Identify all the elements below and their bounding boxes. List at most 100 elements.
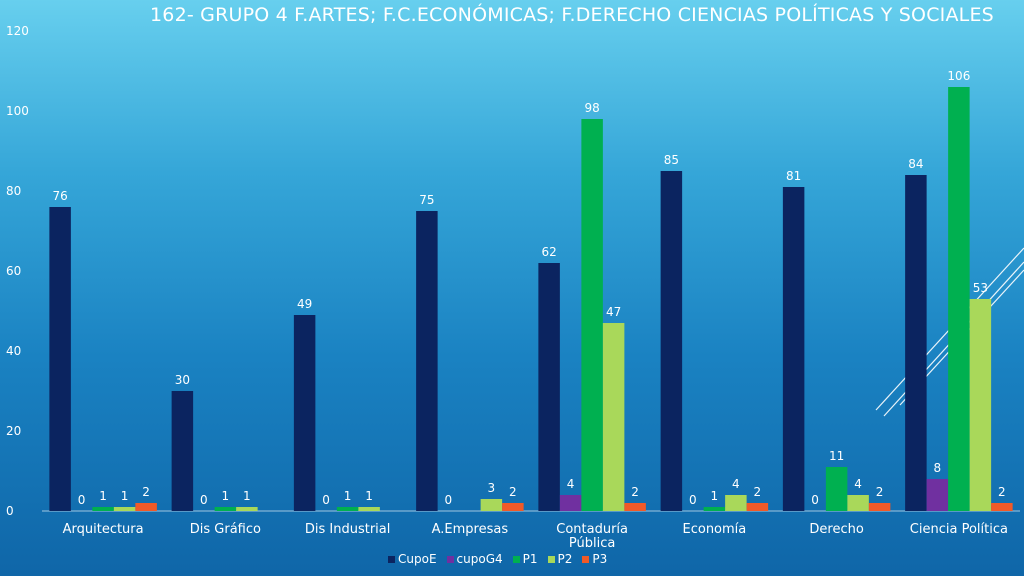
- bar-cupog4-5: [559, 495, 582, 511]
- x-tick-label: A.Empresas: [432, 522, 509, 537]
- bar-p2-5: [602, 323, 625, 511]
- legend-item-p1: P1: [512, 552, 538, 566]
- data-label-p1-5: 98: [584, 101, 599, 115]
- x-tick-label: Dis Gráfico: [190, 522, 261, 537]
- x-tick-label: Derecho: [809, 522, 863, 537]
- data-label-p1-2: 1: [222, 489, 230, 503]
- bar-p2-7: [847, 495, 869, 511]
- legend-item-p2: P2: [547, 552, 573, 566]
- data-label-cupog4-1: 0: [78, 493, 86, 507]
- legend-item-p3: P3: [582, 552, 607, 566]
- data-label-cupog4-3: 0: [322, 493, 330, 507]
- bar-p2-3: [358, 507, 380, 511]
- bar-p2-1: [113, 507, 136, 511]
- legend-item-cupog4: cupoG4: [446, 552, 503, 566]
- data-label-cupoe-6: 85: [664, 153, 679, 167]
- y-tick-label: 40: [6, 344, 21, 358]
- data-label-p1-7: 11: [829, 449, 844, 463]
- y-tick-label: 120: [6, 24, 29, 38]
- bar-p2-4: [480, 499, 503, 511]
- bar-cupoe-4: [416, 211, 438, 511]
- bar-p1-3: [336, 507, 359, 511]
- data-label-p2-4: 3: [488, 481, 496, 495]
- bar-cupoe-2: [171, 391, 194, 511]
- data-label-cupoe-2: 30: [175, 373, 190, 387]
- data-label-cupoe-3: 49: [297, 297, 312, 311]
- data-label-cupog4-8: 8: [934, 461, 942, 475]
- chart-legend: CupoE cupoG4 P1 P2 P3: [388, 550, 607, 568]
- data-label-cupoe-1: 76: [52, 189, 67, 203]
- data-label-p2-2: 1: [243, 489, 251, 503]
- bar-cupoe-6: [660, 171, 683, 511]
- data-label-p1-6: 1: [711, 489, 719, 503]
- data-label-p1-3: 1: [344, 489, 352, 503]
- data-label-p2-3: 1: [365, 489, 373, 503]
- legend-swatch: [582, 555, 590, 563]
- x-tick-label: Arquitectura: [63, 522, 144, 537]
- y-tick-label: 80: [6, 184, 21, 198]
- data-label-p3-5: 2: [631, 485, 639, 499]
- legend-label: cupoG4: [456, 552, 503, 566]
- data-label-cupog4-4: 0: [445, 493, 453, 507]
- bar-p3-8: [991, 503, 1013, 511]
- data-label-p2-7: 4: [854, 477, 862, 491]
- bar-p2-8: [969, 299, 992, 511]
- bar-p1-2: [214, 507, 237, 511]
- bar-p1-5: [581, 119, 603, 511]
- data-label-p3-7: 2: [876, 485, 884, 499]
- legend-swatch: [388, 555, 395, 563]
- bar-p2-2: [236, 507, 258, 511]
- data-label-cupoe-8: 84: [908, 157, 923, 171]
- chart-title: 162- GRUPO 4 F.ARTES; F.C.ECONÓMICAS; F.…: [150, 4, 994, 26]
- data-label-cupog4-5: 4: [567, 477, 575, 491]
- bar-p3-7: [868, 503, 891, 511]
- bar-cupoe-5: [538, 263, 560, 511]
- y-tick-label: 0: [6, 504, 14, 518]
- x-tick-label: Ciencia Política: [910, 522, 1008, 537]
- legend-swatch: [446, 555, 454, 563]
- x-tick-label: Contaduría: [556, 522, 628, 537]
- bar-cupoe-8: [905, 175, 927, 511]
- bar-p1-8: [948, 87, 970, 511]
- data-label-p3-4: 2: [509, 485, 517, 499]
- bar-cupoe-1: [49, 207, 71, 511]
- data-label-p2-6: 4: [732, 477, 740, 491]
- bar-p3-5: [624, 503, 646, 511]
- x-tick-label: Dis Industrial: [305, 522, 391, 537]
- bar-cupoe-3: [293, 315, 316, 511]
- legend-item-cupoe: CupoE: [388, 552, 437, 566]
- data-label-cupoe-5: 62: [541, 245, 556, 259]
- bar-p3-1: [135, 503, 157, 511]
- bar-p2-6: [725, 495, 747, 511]
- legend-label: P2: [557, 552, 573, 566]
- data-label-cupoe-7: 81: [786, 169, 801, 183]
- data-label-cupog4-7: 0: [811, 493, 819, 507]
- bar-p3-6: [746, 503, 769, 511]
- data-label-p1-1: 1: [99, 489, 107, 503]
- y-tick-label: 60: [6, 264, 21, 278]
- data-label-p3-6: 2: [754, 485, 762, 499]
- data-label-cupog4-2: 0: [200, 493, 208, 507]
- legend-label: P3: [592, 552, 608, 566]
- legend-swatch: [547, 555, 555, 563]
- bar-p1-6: [703, 507, 726, 511]
- legend-swatch: [512, 555, 520, 563]
- data-label-p2-1: 1: [121, 489, 129, 503]
- data-label-cupoe-4: 75: [419, 193, 434, 207]
- y-tick-label: 20: [6, 424, 21, 438]
- x-tick-label: Pública: [569, 536, 615, 551]
- y-tick-label: 100: [6, 104, 29, 118]
- data-label-p2-5: 47: [606, 305, 621, 319]
- bar-p3-4: [502, 503, 524, 511]
- bar-cupog4-8: [926, 479, 949, 511]
- legend-label: CupoE: [398, 552, 437, 566]
- legend-label: P1: [522, 552, 538, 566]
- data-label-p3-1: 2: [142, 485, 150, 499]
- bar-p1-1: [92, 507, 114, 511]
- bar-p1-7: [825, 467, 848, 511]
- data-label-p2-8: 53: [973, 281, 988, 295]
- data-label-p3-8: 2: [998, 485, 1006, 499]
- data-label-p1-8: 106: [947, 69, 970, 83]
- x-tick-label: Economía: [683, 522, 747, 537]
